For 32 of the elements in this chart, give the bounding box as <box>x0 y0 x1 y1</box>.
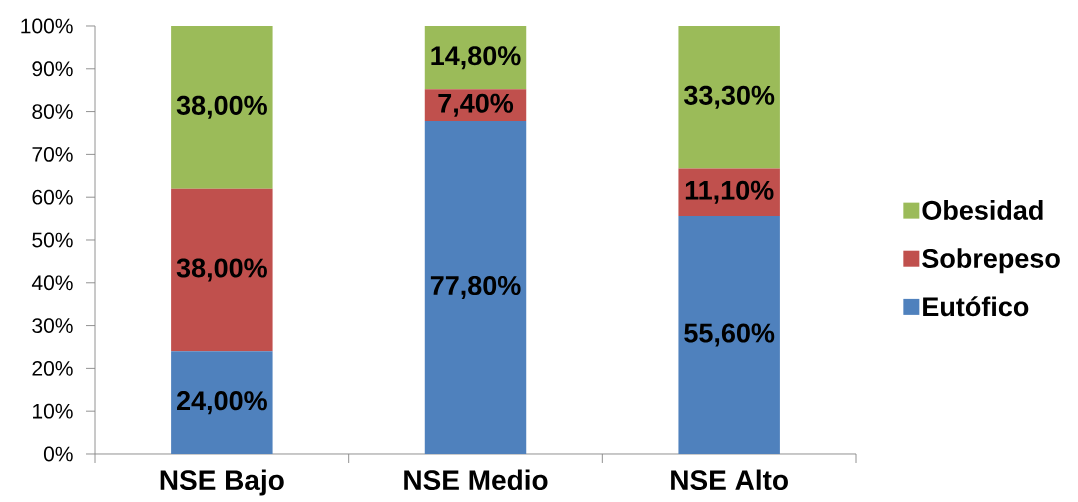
x-tick-label: NSE Medio <box>404 469 548 491</box>
y-tick-label: 90% <box>32 61 73 77</box>
x-tick-label: NSE Bajo <box>160 469 284 496</box>
bar <box>171 188 273 352</box>
legend-label: Eutófico <box>923 296 1029 317</box>
y-tick-label: 70% <box>32 146 73 162</box>
x-tick-label: NSE Alto <box>671 469 788 491</box>
y-tick-label: 80% <box>32 104 73 120</box>
data-label: 7,40% <box>438 93 514 117</box>
y-tick-label: 40% <box>31 275 73 291</box>
y-tick-label: 10% <box>33 403 73 419</box>
y-tick-label: 0% <box>43 446 73 462</box>
bar <box>678 25 780 169</box>
bar <box>424 121 527 454</box>
data-label: 38,00% <box>176 258 267 282</box>
data-label: 38,00% <box>176 95 267 119</box>
bar <box>678 216 780 454</box>
y-tick-label: 60% <box>32 189 73 205</box>
bar <box>171 25 273 189</box>
data-label: 24,00% <box>177 391 267 415</box>
data-label: 55,60% <box>684 323 775 347</box>
data-label: 77,80% <box>430 275 521 300</box>
y-tick-label: 20% <box>32 360 73 376</box>
bar <box>171 351 273 454</box>
data-label: 11,10% <box>685 180 774 204</box>
y-tick-label: 50% <box>32 232 73 248</box>
y-tick-label: 30% <box>32 318 73 334</box>
legend-label: Sobrepeso <box>922 248 1060 274</box>
legend-label: Obesidad <box>922 200 1043 220</box>
y-tick-label: 100% <box>21 18 73 34</box>
data-label: 14,80% <box>431 46 521 70</box>
data-label: 33,30% <box>684 85 775 109</box>
